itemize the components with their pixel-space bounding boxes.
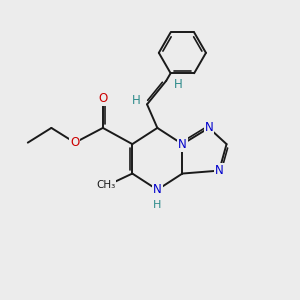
Text: N: N <box>153 183 162 196</box>
Text: O: O <box>70 136 80 149</box>
Text: O: O <box>98 92 107 105</box>
Text: N: N <box>215 164 224 177</box>
Text: H: H <box>174 78 182 91</box>
Text: N: N <box>178 138 187 151</box>
Text: H: H <box>153 200 161 210</box>
Text: CH₃: CH₃ <box>96 180 116 190</box>
Text: H: H <box>131 94 140 107</box>
Text: N: N <box>205 122 213 134</box>
